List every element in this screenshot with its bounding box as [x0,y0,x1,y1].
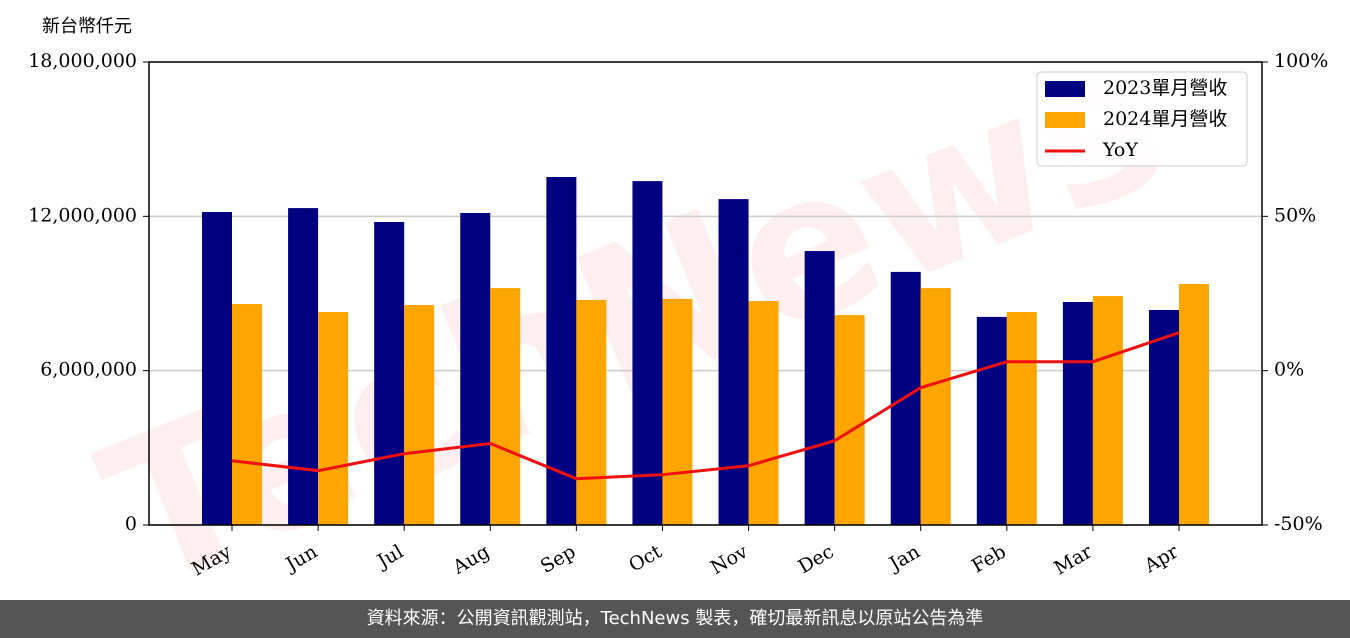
bar [232,304,262,525]
plot-frame [148,61,1263,526]
y-tick-label: 0 [125,513,137,535]
bar [718,199,749,526]
footer: 資料來源：公開資訊觀測站，TechNews 製表，確切最新訊息以原站公告為準 [0,600,1350,638]
line [231,331,1180,481]
legend-box [1036,71,1248,167]
y2-tick-label: 50% [1274,204,1316,226]
bar [804,251,835,525]
y2-tick-label: 100% [1274,50,1328,72]
bar [834,315,865,525]
x-tick-label: Feb [968,541,1010,578]
bar [632,181,663,526]
x-tick-label: Sep [537,541,580,578]
bar [748,300,779,525]
bar [662,298,693,525]
x-tick-label: Oct [625,540,666,576]
y2-tick-label: 0% [1274,359,1304,381]
legend-label: YoY [1102,139,1138,161]
chart: 新台幣仟元 TechNews 06,000,00012,000,00018,00… [28,1,1328,634]
x-tick-label: Nov [707,540,752,579]
y-tick-label: 6,000,000 [40,359,137,381]
bar [576,299,607,525]
bar [374,221,405,525]
y-tick-label: 12,000,000 [28,204,137,226]
y2-tick-label: -50% [1274,513,1323,535]
y-tick-label: 18,000,000 [28,50,137,72]
bar [1149,309,1179,525]
legend-swatch [1045,81,1085,97]
bar [1092,296,1123,525]
legend-swatch [1045,112,1085,128]
bar [404,305,435,525]
x-tick-label: Aug [448,541,493,580]
x-tick-label: Dec [794,541,837,579]
x-tick-label: Jan [884,541,924,577]
bar [1062,301,1093,525]
bar [288,208,319,525]
bar [976,316,1007,525]
bar [490,288,521,525]
x-tick-label: Mar [1050,540,1096,579]
bar [920,288,951,525]
legend-label: 2024單月營收 [1103,108,1227,130]
bar [1006,312,1037,525]
bar [202,211,232,525]
x-tick-label: Apr [1140,540,1183,577]
bar [460,212,491,525]
bar [318,312,349,525]
y-axis-unit: 新台幣仟元 [42,16,132,37]
legend-label: 2023單月營收 [1103,77,1227,99]
bar [1179,283,1209,525]
